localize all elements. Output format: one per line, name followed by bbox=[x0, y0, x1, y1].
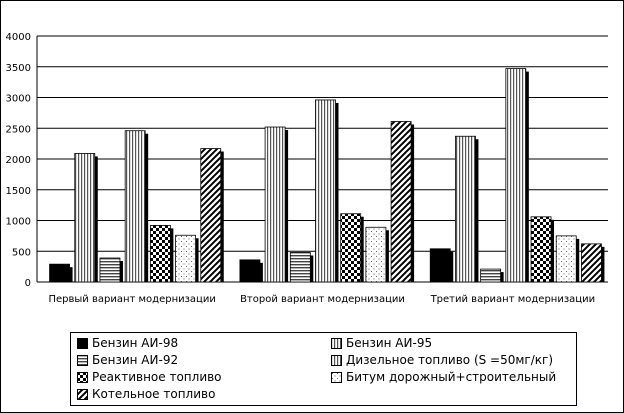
y-tick-label: 2000 bbox=[6, 155, 31, 166]
y-tick-label: 4000 bbox=[6, 32, 31, 43]
bar bbox=[581, 243, 602, 283]
bar bbox=[200, 148, 222, 283]
bar bbox=[530, 216, 552, 283]
bar bbox=[239, 259, 261, 283]
legend-item: Бензин АИ-92 bbox=[77, 352, 178, 368]
bar bbox=[124, 130, 146, 283]
legend-label: Битум дорожный+строительный bbox=[346, 370, 557, 384]
x-axis: Первый вариант модернизации Второй вариан… bbox=[48, 294, 595, 305]
bar bbox=[74, 153, 96, 283]
legend-item: Дизельное топливо (S =50мг/кг) bbox=[331, 352, 553, 368]
legend-label: Реактивное топливо bbox=[92, 370, 222, 384]
legend-swatch bbox=[77, 388, 88, 400]
legend-item: Бензин АИ-95 bbox=[331, 335, 432, 351]
legend-swatch bbox=[77, 354, 88, 366]
legend-label: Бензин АИ-98 bbox=[92, 336, 179, 350]
legend-item: Реактивное топливо bbox=[77, 369, 222, 385]
legend-label: Бензин АИ-92 bbox=[92, 353, 179, 367]
y-tick-label: 3000 bbox=[6, 94, 31, 105]
legend-label: Бензин АИ-95 bbox=[346, 336, 433, 350]
bars bbox=[49, 68, 605, 283]
y-tick-label: 2500 bbox=[6, 124, 31, 135]
legend-swatch bbox=[77, 371, 88, 383]
bar bbox=[455, 135, 476, 283]
legend: Бензин АИ-98 Бензин АИ-95 Бензин АИ-92 Дизе… bbox=[70, 332, 577, 406]
bar bbox=[99, 257, 121, 283]
bar bbox=[365, 226, 387, 283]
y-tick-label: 1500 bbox=[6, 186, 31, 197]
bar bbox=[340, 213, 362, 283]
y-tick-label: 1000 bbox=[6, 217, 31, 228]
bar bbox=[149, 225, 171, 283]
legend-label: Дизельное топливо (S =50мг/кг) bbox=[346, 353, 554, 367]
y-tick-label: 0 bbox=[25, 278, 31, 289]
x-tick-label: Второй вариант модернизации bbox=[240, 294, 405, 305]
y-tick-label: 3500 bbox=[6, 63, 31, 74]
legend-swatch bbox=[331, 337, 342, 349]
bar bbox=[480, 268, 502, 283]
legend-swatch bbox=[331, 371, 342, 383]
legend-swatch bbox=[77, 337, 88, 349]
x-tick-label: Третий вариант модернизации bbox=[430, 294, 596, 305]
bar bbox=[505, 68, 527, 283]
bar bbox=[264, 126, 286, 283]
bar bbox=[429, 248, 451, 283]
bar bbox=[289, 252, 311, 283]
legend-label: Котельное топливо bbox=[92, 387, 216, 401]
bar bbox=[175, 234, 196, 283]
legend-item: Котельное топливо bbox=[77, 386, 215, 402]
bar bbox=[555, 235, 577, 283]
legend-swatch bbox=[331, 354, 342, 366]
x-tick-label: Первый вариант модернизации bbox=[48, 294, 215, 305]
legend-item: Бензин АИ-98 bbox=[77, 335, 178, 351]
y-tick-label: 500 bbox=[12, 247, 31, 258]
bar bbox=[390, 121, 412, 283]
legend-item: Битум дорожный+строительный bbox=[331, 369, 556, 385]
bar bbox=[49, 263, 70, 283]
bar bbox=[315, 99, 336, 283]
